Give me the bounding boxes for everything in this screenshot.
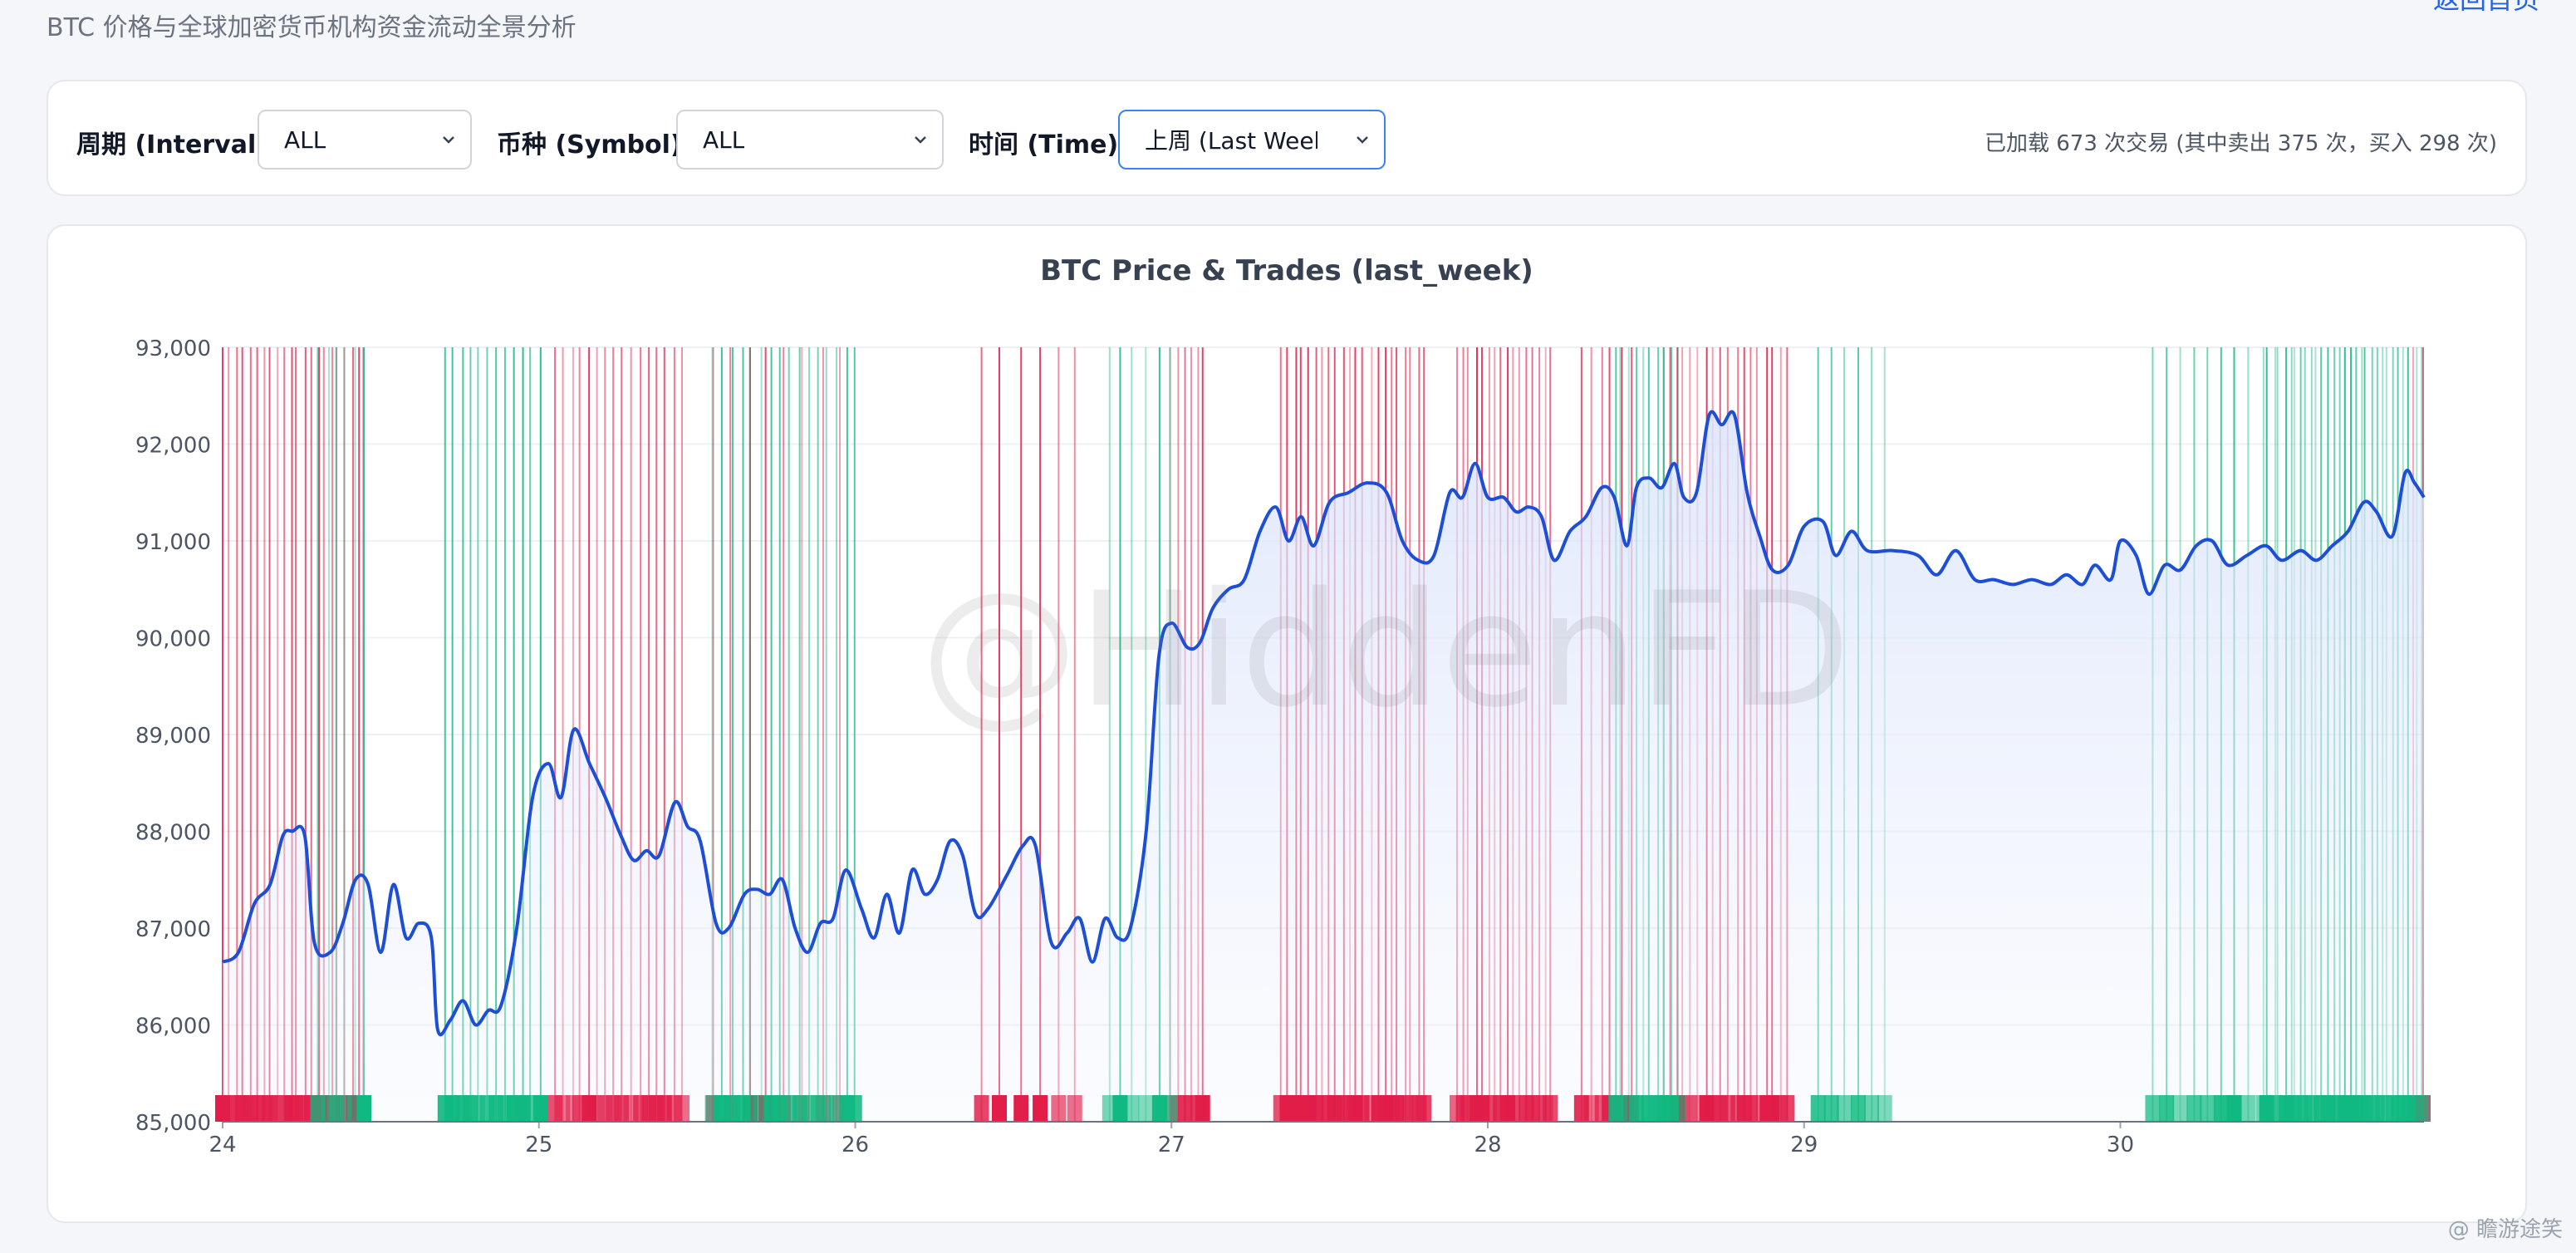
sell-trade-marker — [991, 1095, 1007, 1122]
sell-trade-marker — [1051, 1095, 1067, 1122]
price-line — [221, 410, 2426, 1037]
x-tick-label: 27 — [1158, 1133, 1185, 1157]
buy-trade-marker — [1124, 1095, 1140, 1122]
buy-trade-marker — [2172, 1095, 2188, 1122]
y-tick-label: 90,000 — [135, 627, 211, 652]
sell-trade-marker — [1067, 1095, 1082, 1122]
sell-trade-marker — [1013, 1095, 1029, 1122]
sell-trade-marker — [1033, 1095, 1048, 1122]
buy-trade-marker — [1112, 1095, 1128, 1122]
chevron-down-icon — [1357, 136, 1368, 144]
interval-select[interactable]: ALL — [258, 110, 472, 170]
buy-trade-marker — [2240, 1095, 2256, 1122]
buy-trade-marker — [532, 1095, 548, 1122]
buy-trade-marker — [1877, 1095, 1892, 1122]
y-tick-label: 92,000 — [135, 434, 211, 459]
back-home-link[interactable]: 返回首页 — [2433, 0, 2539, 17]
buy-trade-marker — [1851, 1095, 1867, 1122]
chevron-down-icon — [915, 136, 926, 144]
buy-trade-marker — [1810, 1095, 1826, 1122]
y-tick-label: 89,000 — [135, 724, 211, 749]
sell-trade-marker — [974, 1095, 989, 1122]
time-select[interactable]: 上周 (Last Week) — [1118, 110, 1386, 170]
price-trades-chart[interactable]: 85,000 86,000 87,000 88,000 89,000 90,000 91,0… — [48, 226, 2527, 1223]
filter-bar: 周期 (Interval): ALL 币种 (Symbol): ALL 时间 (… — [47, 80, 2527, 196]
sell-trade-marker — [675, 1095, 690, 1122]
sell-trade-marker — [1779, 1095, 1795, 1122]
interval-select-value: ALL — [284, 125, 326, 154]
y-tick-label: 91,000 — [135, 530, 211, 555]
chart-card: BTC Price & Trades (last_week) 85,000 86,… — [47, 224, 2527, 1223]
x-tick-label: 29 — [1790, 1133, 1818, 1157]
symbol-select[interactable]: ALL — [676, 110, 944, 170]
y-tick-label: 85,000 — [135, 1111, 211, 1136]
buy-trade-marker — [356, 1095, 372, 1122]
buy-trade-marker — [2159, 1095, 2175, 1122]
x-tick-label: 28 — [1474, 1133, 1501, 1157]
sell-trade-marker — [1195, 1095, 1210, 1122]
chart-title: BTC Price & Trades (last_week) — [1040, 254, 1533, 287]
buy-trade-marker — [2226, 1095, 2242, 1122]
symbol-label: 币种 (Symbol): — [497, 130, 692, 160]
x-tick-label: 30 — [2107, 1133, 2134, 1157]
buy-trade-marker — [846, 1095, 862, 1122]
credit-text: @ 瞻游途笑 — [2447, 1217, 2563, 1242]
chevron-down-icon — [443, 136, 454, 144]
buy-trade-marker — [1837, 1095, 1852, 1122]
symbol-select-value: ALL — [703, 125, 745, 154]
trade-stats: 已加载 673 次交易 (其中卖出 375 次，买入 298 次) — [1984, 131, 2497, 156]
buy-trade-marker — [2414, 1095, 2430, 1122]
time-select-value: 上周 (Last Week) — [1145, 127, 1317, 155]
page-subtitle: BTC 价格与全球加密货币机构资金流动全景分析 — [47, 13, 577, 42]
y-tick-label: 86,000 — [135, 1015, 211, 1039]
y-tick-label: 93,000 — [135, 337, 211, 361]
time-label: 时间 (Time): — [969, 130, 1129, 160]
buy-trade-marker — [1138, 1095, 1154, 1122]
buy-trade-marker — [1670, 1095, 1685, 1122]
sell-trade-marker — [1543, 1095, 1558, 1122]
y-tick-label: 88,000 — [135, 821, 211, 846]
sell-trade-marker — [1416, 1095, 1432, 1122]
buy-trade-marker — [1162, 1095, 1178, 1122]
interval-label: 周期 (Interval): — [76, 130, 277, 160]
y-tick-label: 87,000 — [135, 917, 211, 942]
buy-trade-marker — [2200, 1095, 2215, 1122]
buy-trade-marker — [2213, 1095, 2229, 1122]
x-tick-label: 26 — [841, 1133, 869, 1157]
buy-trade-marker — [1864, 1095, 1880, 1122]
buy-trade-marker — [2145, 1095, 2161, 1122]
x-tick-label: 25 — [525, 1133, 552, 1157]
x-tick-label: 24 — [209, 1133, 236, 1157]
buy-trade-marker — [2186, 1095, 2202, 1122]
buy-trade-marker — [1823, 1095, 1839, 1122]
buy-trade-marker — [742, 1095, 758, 1122]
price-area — [223, 411, 2424, 1123]
